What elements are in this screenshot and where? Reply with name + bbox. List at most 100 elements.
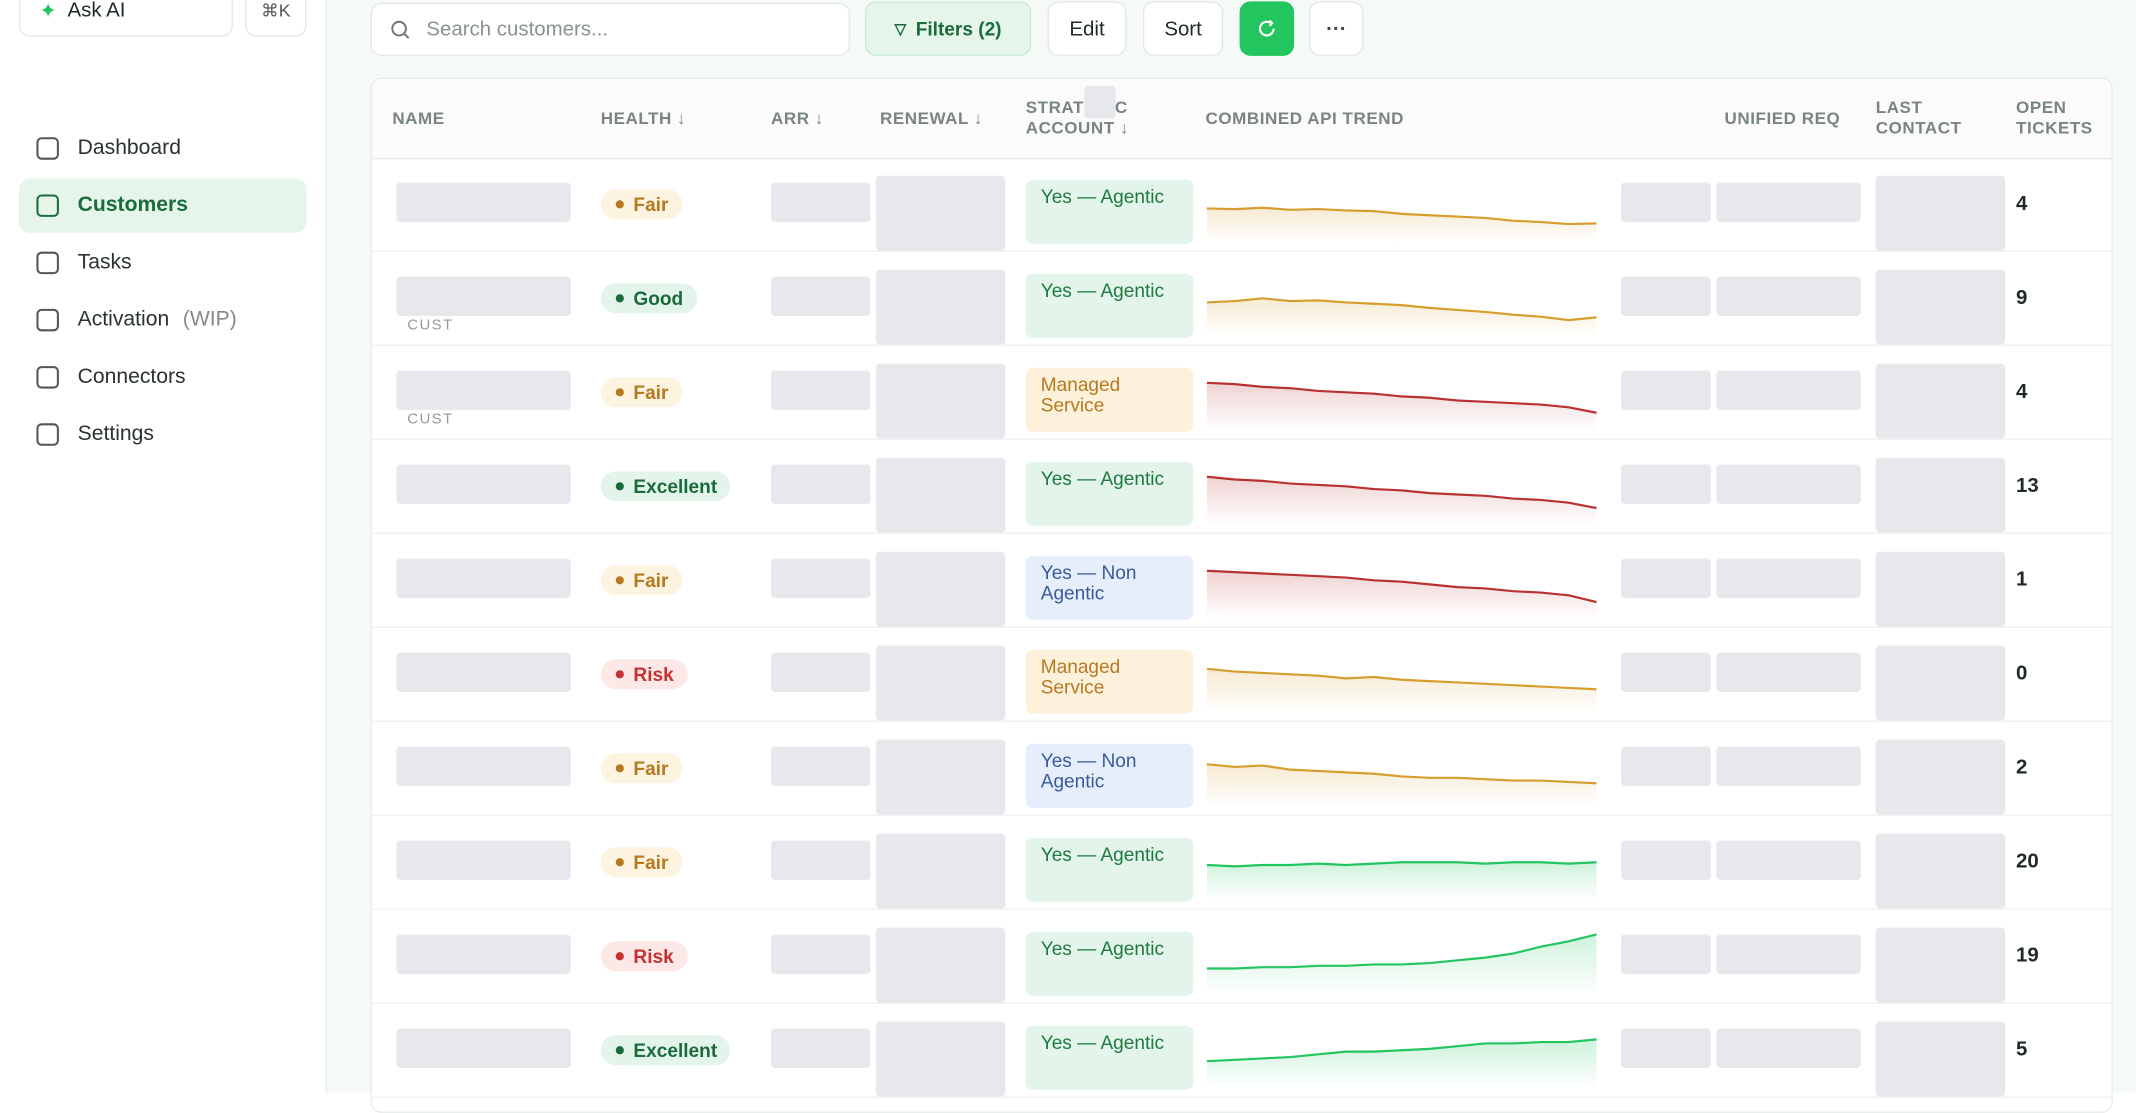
column-header: NAME [392,108,445,128]
trend-layer [1206,206,1597,1089]
redacted-cell [1875,269,2006,345]
column-header: COMBINED API TREND [1205,108,1404,128]
trend-area [1206,668,1597,713]
ask-ai-button[interactable]: ✦ Ask AI [19,0,233,37]
redacted-cell [1621,558,1711,599]
column-header: UNIFIED REQ [1724,108,1841,128]
nav-icon [36,251,59,275]
column-header: ARR ↓ [771,108,824,128]
icon-shape [36,366,59,389]
name-tag: CUST [407,411,454,428]
icon-shape [36,194,59,217]
search-icon [391,20,410,39]
redacted-cell [771,464,871,505]
row-divider [371,1002,2112,1004]
column-header: LAST CONTACT [1875,98,1962,138]
health-label: Fair [633,381,669,404]
redacted-cell [875,833,1006,909]
row-divider [371,908,2112,910]
open-tickets: 4 [2016,192,2028,216]
nav-item[interactable]: Customers [19,178,307,233]
nav-item[interactable]: Activation (WIP) [19,293,306,347]
redacted-cell [875,1021,1006,1097]
redacted-cell [1716,746,1861,786]
trend-area [1206,862,1597,901]
redacted-cell [771,934,871,974]
strategic-pill: Yes — Agentic [1025,837,1194,902]
redacted-cell [875,175,1006,251]
filters-button[interactable]: ▽ Filters (2) [864,1,1032,56]
icon-shape [36,251,59,275]
redacted-cell [1621,840,1711,880]
redacted-cell [875,551,1006,627]
health-label: Fair [633,757,669,780]
trend-line [1206,297,1597,322]
trend-area [1206,1039,1597,1089]
edit-button[interactable]: Edit [1047,1,1127,56]
redacted-cell [1621,934,1711,974]
nav-icon [36,137,59,160]
redacted-cell [1716,464,1861,505]
open-tickets: 2 [2016,756,2028,780]
more-button[interactable]: ··· [1309,1,1364,56]
nav-item[interactable]: Connectors [19,350,306,404]
nav-item[interactable]: Dashboard [19,121,306,175]
open-tickets: 20 [2016,850,2039,874]
health-dot [615,388,624,397]
health-label: Excellent [633,1039,718,1062]
redacted-cell [1716,1028,1861,1068]
redacted-cell [771,746,871,786]
redacted-cell [396,182,571,223]
health-pill: Risk [600,941,688,972]
health-label: Excellent [633,475,718,498]
redacted-cell [1621,370,1711,411]
open-tickets: 19 [2016,944,2039,968]
redacted-cell [1621,652,1711,692]
column-header: HEALTH ↓ [600,108,687,128]
health-dot [615,200,624,209]
sidebar: ✦ Ask AI ⌘K Dashboard Customers Tasks Activa… [0,0,327,1093]
column-header: OPEN TICKETS [2016,98,2093,138]
redacted-cell [396,370,571,411]
trend-area [1206,570,1597,619]
nav-label: Connectors [77,365,186,389]
trend-line [1206,569,1597,604]
health-dot [615,482,624,491]
row-divider [371,438,2112,440]
row-divider [371,814,2112,816]
nav-icon [36,194,59,217]
redacted-cell [1716,652,1861,692]
nav-label: Dashboard [77,136,181,160]
redacted-cell [875,363,1006,439]
sort-button[interactable]: Sort [1142,1,1224,56]
health-dot [615,858,624,867]
redacted-cell [875,927,1006,1003]
health-pill: Fair [600,847,683,878]
nav-item[interactable]: Settings [19,407,306,461]
redacted-cell [396,276,571,317]
refresh-button[interactable] [1239,1,1295,56]
redacted-cell [1875,457,2006,533]
column-header: RENEWAL ↓ [879,108,983,128]
redacted-cell [771,558,871,599]
search-box[interactable]: Search customers... [370,2,851,56]
open-tickets: 4 [2016,380,2028,404]
nav-icon [36,423,59,446]
redacted-cell [875,457,1006,533]
redacted-cell [396,558,571,599]
open-tickets: 9 [2016,286,2028,310]
row-divider [371,532,2112,534]
redacted-cell [396,840,571,880]
health-pill: Fair [600,377,683,408]
redacted-cell [1621,1028,1711,1068]
redacted-cell [875,269,1006,345]
nav-icon [36,366,59,389]
redacted-cell [1875,739,2006,815]
nav-label: Tasks [77,250,132,274]
strategic-pill: Yes — Agentic [1025,931,1194,996]
health-dot [615,764,624,773]
redacted-cell [1716,182,1861,223]
health-label: Risk [633,663,674,686]
nav-item[interactable]: Tasks [19,236,306,290]
redacted-cell [1875,833,2006,909]
